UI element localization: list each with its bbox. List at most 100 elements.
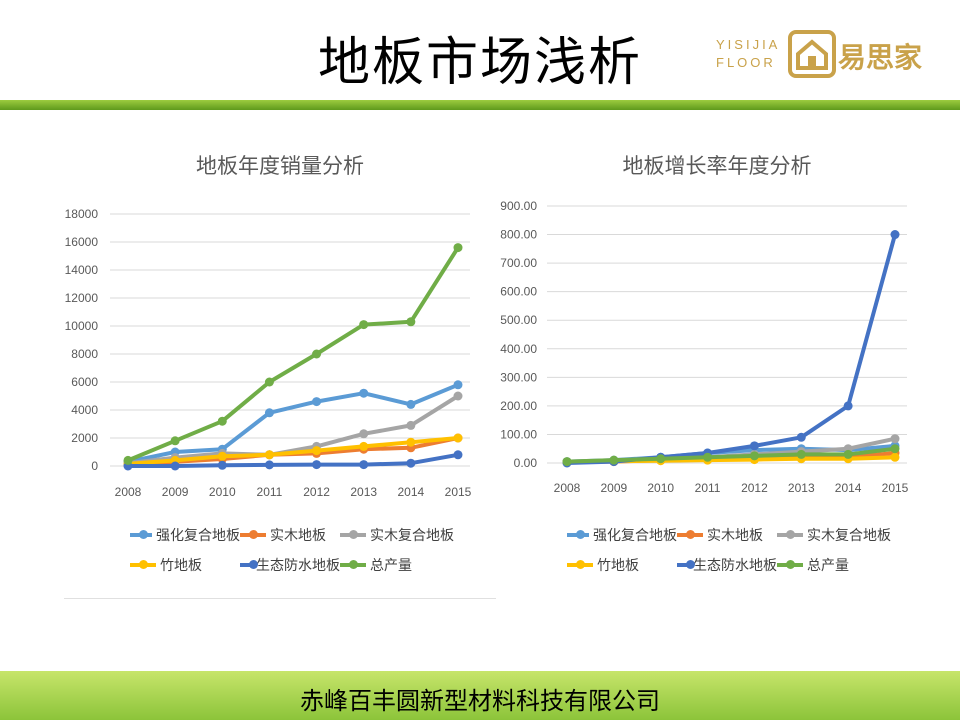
- data-point: [406, 420, 416, 430]
- data-point: [359, 441, 369, 451]
- series-line: [126, 394, 460, 466]
- x-tick-label: 2009: [601, 481, 628, 495]
- house-logo-icon: [788, 30, 836, 78]
- legend-swatch-icon: [567, 530, 589, 539]
- legend-entry: 总产量: [777, 555, 907, 575]
- legend-swatch-icon: [777, 560, 803, 569]
- chart-title: 地板增长率年度分析: [622, 154, 812, 178]
- data-point: [170, 436, 180, 446]
- growth-chart-plot: 0.00 100.00 200.00 300.00 400.00 500.00 600.00…: [500, 199, 909, 495]
- footer-company-name: 赤峰百丰圆新型材料科技有限公司: [300, 687, 660, 715]
- legend-label: 总产量: [370, 558, 412, 574]
- data-point: [656, 454, 666, 464]
- data-point: [312, 446, 322, 456]
- chart-title: 地板年度销量分析: [196, 154, 364, 178]
- data-point: [843, 449, 853, 459]
- y-tick-label: 8000: [71, 347, 98, 361]
- series-line: [565, 446, 897, 464]
- x-tick-label: 2010: [209, 485, 236, 499]
- legend-swatch-icon: [777, 530, 803, 539]
- legend-label: 实木地板: [270, 528, 326, 544]
- x-tick-label: 2013: [350, 485, 377, 499]
- data-point: [406, 399, 416, 409]
- company-logo: YISIJIA FLOOR 易思家: [716, 30, 946, 80]
- legend-swatch-icon: [677, 530, 703, 539]
- y-tick-label: 18000: [65, 207, 99, 221]
- data-point: [453, 243, 463, 253]
- data-point: [264, 460, 274, 470]
- x-tick-label: 2014: [835, 481, 862, 495]
- x-tick-label: 2013: [788, 481, 815, 495]
- data-point: [312, 349, 322, 359]
- logo-chinese: 易思家: [838, 41, 923, 74]
- y-tick-label: 300.00: [500, 370, 537, 384]
- x-tick-label: 2015: [882, 481, 909, 495]
- legend-label: 竹地板: [160, 558, 202, 574]
- data-point: [749, 441, 759, 451]
- sales-chart-plot: 0 2000 4000 6000 8000 10000 12000 14000 16000 180…: [65, 207, 472, 499]
- x-tick-label: 2012: [741, 481, 768, 495]
- legend-swatch-icon: [240, 560, 258, 569]
- data-point: [312, 397, 322, 407]
- legend-entry: 强化复合地板: [567, 525, 677, 545]
- y-tick-label: 900.00: [500, 199, 537, 213]
- legend-swatch-icon: [130, 530, 152, 539]
- data-point: [406, 458, 416, 468]
- x-tick-label: 2012: [303, 485, 330, 499]
- data-point: [453, 380, 463, 390]
- header-divider: [0, 100, 960, 110]
- y-tick-label: 400.00: [500, 342, 537, 356]
- footer-bar: [0, 671, 960, 720]
- data-point: [217, 460, 227, 470]
- data-point: [359, 320, 369, 330]
- legend-label: 强化复合地板: [156, 528, 240, 544]
- y-tick-label: 2000: [71, 431, 98, 445]
- series-line: [126, 436, 460, 466]
- y-tick-label: 0: [91, 459, 98, 473]
- data-point: [170, 461, 180, 471]
- legend-label: 实木复合地板: [807, 528, 891, 544]
- legend-entry: 实木复合地板: [340, 525, 470, 545]
- data-point: [453, 450, 463, 460]
- legend-entry: 生态防水地板: [677, 555, 777, 575]
- y-tick-label: 200.00: [500, 399, 537, 413]
- x-tick-label: 2014: [398, 485, 425, 499]
- data-point: [890, 434, 900, 444]
- data-point: [406, 437, 416, 447]
- y-tick-label: 800.00: [500, 228, 537, 242]
- data-point: [264, 450, 274, 460]
- data-point: [890, 452, 900, 462]
- x-tick-label: 2011: [257, 485, 283, 499]
- data-point: [562, 457, 572, 467]
- legend-swatch-icon: [130, 560, 156, 569]
- data-point: [890, 444, 900, 454]
- legend-swatch-icon: [340, 560, 366, 569]
- legend-entry: 竹地板: [567, 555, 677, 575]
- y-tick-label: 12000: [65, 291, 99, 305]
- y-tick-label: 500.00: [500, 313, 537, 327]
- x-tick-label: 2011: [695, 481, 721, 495]
- legend-entry: 竹地板: [130, 555, 240, 575]
- x-tick-label: 2008: [554, 481, 581, 495]
- legend-label: 总产量: [807, 558, 849, 574]
- data-point: [796, 449, 806, 459]
- y-tick-label: 10000: [65, 319, 99, 333]
- legend-label: 生态防水地板: [693, 558, 777, 574]
- legend-label: 竹地板: [597, 558, 639, 574]
- x-tick-label: 2008: [115, 485, 142, 499]
- slide-title: 地板市场浅析: [317, 33, 642, 93]
- legend-label: 强化复合地板: [593, 528, 677, 544]
- legend-entry: 强化复合地板: [130, 525, 240, 545]
- chart-legend: 强化复合地板 实木地板 实木复合地板 竹地板 生态防水地板 总产量: [130, 525, 490, 575]
- data-point: [453, 433, 463, 443]
- data-point: [123, 455, 133, 465]
- series-line: [126, 382, 460, 464]
- data-point: [359, 460, 369, 470]
- x-tick-label: 2009: [162, 485, 189, 499]
- series-line: [126, 245, 460, 463]
- data-point: [406, 317, 416, 327]
- legend-entry: 总产量: [340, 555, 470, 575]
- y-tick-label: 0.00: [514, 456, 538, 470]
- legend-entry: 实木复合地板: [777, 525, 907, 545]
- data-point: [359, 429, 369, 439]
